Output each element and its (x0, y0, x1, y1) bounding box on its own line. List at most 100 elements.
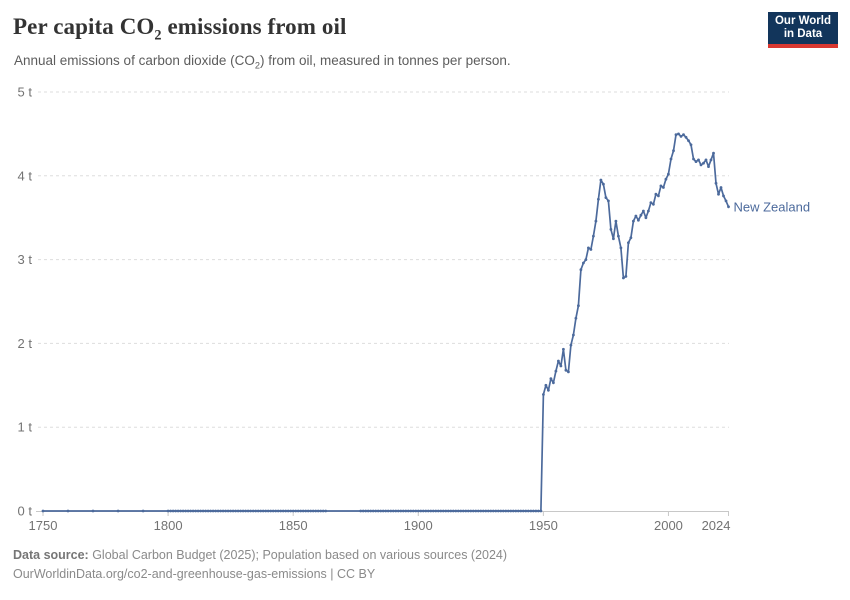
data-point[interactable] (299, 509, 303, 513)
data-point[interactable] (597, 197, 600, 201)
data-point[interactable] (719, 186, 723, 189)
data-point[interactable] (587, 246, 590, 250)
data-point[interactable] (632, 219, 635, 223)
data-point[interactable] (509, 509, 513, 513)
data-point[interactable] (547, 388, 550, 392)
data-point[interactable] (256, 509, 260, 513)
data-point[interactable] (171, 509, 175, 513)
data-point[interactable] (552, 381, 555, 385)
data-point[interactable] (657, 194, 660, 198)
data-point[interactable] (567, 370, 570, 374)
data-point[interactable] (694, 160, 698, 164)
data-point[interactable] (532, 509, 535, 513)
data-point[interactable] (231, 509, 235, 513)
data-point[interactable] (464, 509, 468, 513)
data-point[interactable] (236, 509, 240, 513)
data-point[interactable] (542, 393, 545, 396)
data-point[interactable] (702, 161, 705, 165)
data-point[interactable] (191, 509, 195, 513)
data-point[interactable] (66, 509, 70, 513)
data-point[interactable] (181, 509, 185, 513)
data-point[interactable] (707, 165, 710, 169)
data-point[interactable] (386, 509, 390, 513)
data-point[interactable] (682, 133, 685, 137)
data-point[interactable] (211, 509, 215, 513)
data-point[interactable] (582, 261, 585, 265)
data-point[interactable] (209, 509, 213, 513)
data-point[interactable] (717, 192, 720, 196)
data-point[interactable] (301, 509, 305, 513)
data-point[interactable] (602, 182, 605, 186)
data-point[interactable] (491, 509, 495, 513)
data-point[interactable] (647, 209, 650, 213)
data-point[interactable] (564, 368, 568, 372)
series-line[interactable] (42, 133, 730, 512)
data-point[interactable] (204, 509, 208, 513)
license-link-line[interactable]: OurWorldinData.org/co2-and-greenhouse-ga… (13, 567, 376, 581)
data-point[interactable] (672, 149, 675, 153)
line-chart[interactable]: 0 t 1 t 2 t 3 t 4 t 5 t 1750 1800 1850 1900 1950 20… (0, 0, 850, 545)
data-point[interactable] (654, 192, 658, 196)
data-point[interactable] (189, 509, 193, 513)
data-point[interactable] (229, 509, 233, 513)
data-point[interactable] (286, 509, 290, 513)
data-point[interactable] (446, 509, 450, 513)
data-point[interactable] (506, 509, 510, 513)
data-point[interactable] (281, 509, 285, 513)
data-point[interactable] (501, 509, 505, 513)
data-point[interactable] (249, 509, 253, 513)
data-point[interactable] (176, 509, 180, 513)
data-point[interactable] (421, 509, 425, 513)
data-point[interactable] (637, 218, 640, 222)
data-point[interactable] (186, 509, 190, 513)
data-point[interactable] (184, 509, 188, 513)
data-point[interactable] (664, 177, 668, 181)
data-point[interactable] (429, 509, 433, 513)
data-point[interactable] (484, 509, 488, 513)
data-point[interactable] (521, 509, 525, 513)
data-point[interactable] (559, 364, 563, 368)
data-point[interactable] (496, 509, 500, 513)
data-point[interactable] (259, 509, 263, 513)
data-point[interactable] (381, 509, 385, 513)
data-point[interactable] (474, 509, 478, 513)
data-point[interactable] (704, 158, 708, 162)
data-point[interactable] (296, 509, 300, 513)
data-point[interactable] (401, 509, 405, 513)
data-point[interactable] (291, 509, 295, 513)
data-point[interactable] (674, 133, 678, 137)
data-point[interactable] (659, 184, 663, 188)
data-point[interactable] (456, 509, 460, 513)
data-point[interactable] (712, 151, 715, 155)
data-point[interactable] (434, 509, 438, 513)
data-point[interactable] (469, 509, 473, 513)
data-point[interactable] (592, 234, 595, 238)
data-point[interactable] (461, 509, 465, 513)
data-point[interactable] (454, 509, 458, 513)
data-point[interactable] (206, 509, 210, 513)
data-point[interactable] (669, 157, 673, 161)
data-point[interactable] (194, 509, 198, 513)
data-point[interactable] (279, 509, 283, 513)
data-point[interactable] (276, 509, 280, 513)
data-point[interactable] (471, 509, 475, 513)
data-point[interactable] (689, 143, 693, 147)
data-point[interactable] (266, 509, 270, 513)
data-point[interactable] (289, 509, 293, 513)
data-point[interactable] (494, 509, 498, 513)
data-point[interactable] (662, 186, 665, 189)
data-point[interactable] (524, 509, 528, 513)
data-point[interactable] (479, 509, 483, 513)
data-point[interactable] (441, 509, 445, 513)
data-point[interactable] (396, 509, 400, 513)
data-point[interactable] (214, 509, 218, 513)
data-point[interactable] (419, 509, 423, 513)
data-point[interactable] (526, 509, 530, 513)
data-point[interactable] (599, 178, 603, 182)
data-point[interactable] (644, 216, 648, 220)
data-point[interactable] (627, 241, 630, 245)
data-point[interactable] (321, 509, 325, 513)
data-point[interactable] (619, 246, 623, 250)
data-point[interactable] (577, 304, 580, 308)
data-point[interactable] (607, 199, 610, 203)
